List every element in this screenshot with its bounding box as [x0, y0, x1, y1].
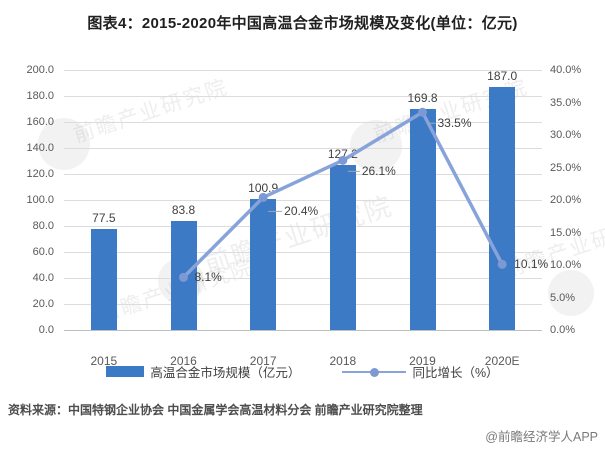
left-axis-tick: 100.0: [26, 194, 54, 206]
bar-value-label: 187.0: [487, 68, 518, 83]
x-axis-tick: 2020E: [484, 354, 520, 368]
bar-value-label: 83.8: [171, 203, 196, 218]
left-axis-tick: 180.0: [26, 90, 54, 102]
legend: 高温合金市场规模（亿元） 同比增长（%）: [0, 362, 605, 381]
legend-label: 高温合金市场规模（亿元）: [150, 366, 301, 380]
right-axis-tick: 30.0%: [550, 129, 582, 141]
x-axis-tick: 2019: [409, 354, 436, 368]
right-axis-tick: 20.0%: [550, 194, 582, 206]
bar-value-label: 77.5: [92, 211, 116, 226]
line-value-label: 26.1%: [361, 164, 396, 179]
x-axis-tick: 2015: [90, 354, 118, 368]
right-axis-tick: 35.0%: [550, 96, 582, 109]
line-value-label: 8.1%: [194, 270, 222, 285]
line-value-label: 10.1%: [514, 257, 549, 272]
growth-line-chart: [179, 107, 507, 282]
bar-series-swatch: [106, 366, 145, 377]
gridline: [64, 304, 542, 305]
left-axis-tick: 120.0: [26, 168, 54, 180]
gridline: [64, 148, 542, 149]
right-axis-tick: 0.0%: [550, 324, 576, 336]
right-axis-tick: 25.0%: [550, 161, 582, 174]
x-axis-tick: 2018: [329, 354, 357, 368]
left-axis-tick: 40.0: [32, 272, 54, 284]
left-axis-tick: 60.0: [32, 246, 54, 258]
line-marker: [497, 259, 507, 269]
chart-region: 200.0 180.0 160.0 140.0 120.0 100.0 80.0 60.0 40…: [0, 55, 605, 368]
left-axis-tick: 80.0: [32, 220, 54, 232]
bar-2017: [250, 198, 277, 330]
x-axis-tick: 2017: [249, 354, 277, 368]
line-value-label: 20.4%: [284, 204, 319, 219]
gridline: [64, 252, 542, 253]
legend-item-yoy-growth: 同比增长（%）: [342, 362, 499, 381]
left-axis-tick: 200.0: [26, 64, 54, 76]
right-axis-tick: 15.0%: [550, 226, 582, 239]
line-marker: [179, 272, 188, 282]
gridline: [64, 70, 542, 71]
right-axis-tick: 5.0%: [550, 291, 576, 304]
legend-item-market-size: 高温合金市场规模（亿元）: [106, 362, 300, 381]
gridline: [64, 200, 542, 201]
right-axis-tick: 40.0%: [550, 64, 582, 76]
legend-label: 同比增长（%）: [412, 366, 499, 380]
bar-2020E: [489, 86, 516, 330]
gridline: [64, 330, 542, 331]
chart-title: 图表4：2015-2020年中国高温合金市场规模及变化(单位：亿元): [87, 15, 518, 32]
bar-value-label: 169.8: [407, 91, 438, 106]
bar-2019: [409, 109, 436, 330]
bar-2015: [90, 229, 117, 330]
left-axis-tick: 140.0: [26, 142, 54, 154]
line-marker: [338, 155, 348, 165]
source-note: 资料来源：中国特钢企业协会 中国金属学会高温材料分会 前瞻产业研究院整理: [8, 403, 423, 417]
gridline: [64, 122, 542, 123]
bar-value-label: 100.9: [248, 180, 279, 195]
gridline: [64, 174, 542, 175]
left-axis-tick: 20.0: [32, 298, 54, 310]
left-axis-tick: 0.0: [38, 324, 54, 336]
gridline: [64, 96, 542, 97]
credit-badge: @前瞻经济学人APP: [485, 430, 598, 444]
line-value-label: 33.5%: [437, 116, 472, 131]
line-marker: [418, 107, 427, 117]
plot-area: 200.0 180.0 160.0 140.0 120.0 100.0 80.0 60.0 40…: [26, 64, 581, 368]
right-axis-tick: 10.0%: [550, 259, 582, 271]
line-series-swatch: [342, 366, 407, 378]
line-marker: [258, 192, 268, 202]
gridline: [64, 226, 542, 227]
gridline: [64, 278, 542, 279]
left-axis-tick: 160.0: [26, 116, 54, 128]
bar-2018: [329, 164, 356, 330]
x-axis-tick: 2016: [170, 354, 197, 368]
